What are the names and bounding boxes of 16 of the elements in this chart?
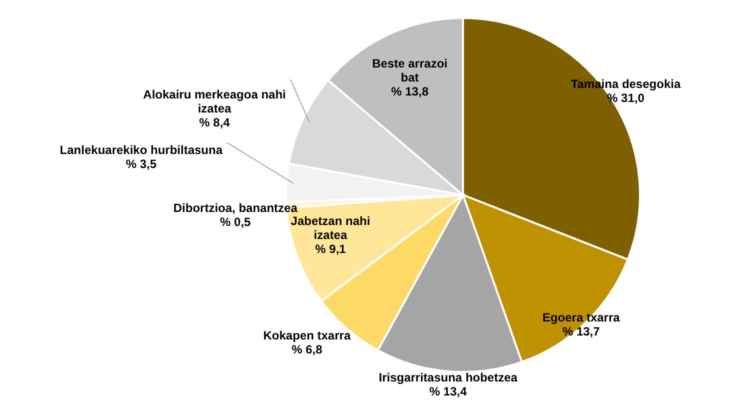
data-label: % 6,8 <box>292 342 323 357</box>
data-label: % 13,8 <box>391 84 429 98</box>
data-label: % 13,4 <box>429 384 468 398</box>
slice-label: Lanlekuarekiko hurbiltasuna <box>60 142 223 157</box>
slice-label: Beste arrazoi bat <box>372 56 448 84</box>
slice-label: Dibortzioa, banantzea <box>173 200 298 215</box>
slice-label: Kokapen txarra <box>263 328 351 343</box>
data-label: % 0,5 <box>220 214 252 229</box>
slice-label: Irisgarritasuna hobetzea <box>378 370 518 384</box>
data-label: % 8,4 <box>199 116 230 130</box>
slice-label: Jabetzan nahi izatea <box>290 214 370 242</box>
data-label: % 9,1 <box>315 242 346 256</box>
data-label: % 3,5 <box>126 156 157 171</box>
slice-label: Egoera txarra <box>542 310 620 324</box>
data-label: % 13,7 <box>562 324 600 338</box>
slice-label: Alokairu merkeagoa nahi izatea <box>143 88 286 116</box>
